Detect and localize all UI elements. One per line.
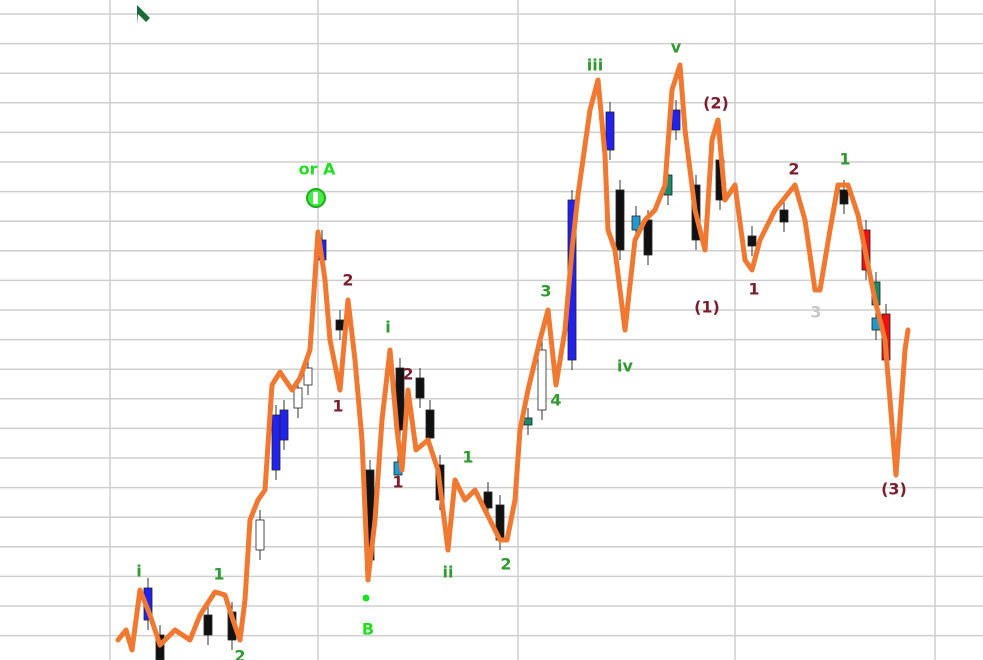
candle bbox=[605, 111, 615, 151]
candle bbox=[747, 235, 757, 247]
price-line bbox=[115, 62, 911, 653]
wave-label: 2 bbox=[342, 271, 353, 290]
candle bbox=[255, 519, 265, 551]
candle bbox=[425, 409, 435, 439]
wave-label: 2 bbox=[500, 555, 511, 574]
wave-label: iii bbox=[587, 56, 603, 75]
candle bbox=[279, 409, 289, 441]
wave-label: 1 bbox=[392, 473, 403, 492]
candle bbox=[615, 189, 625, 251]
wave-label: 3 bbox=[540, 282, 551, 301]
wave-label: i bbox=[136, 562, 141, 581]
candle bbox=[839, 189, 849, 205]
wave-label: B bbox=[362, 620, 374, 639]
candle bbox=[271, 414, 281, 471]
candle bbox=[303, 367, 313, 386]
wave-label: 2 bbox=[402, 365, 413, 384]
wave-label: ii bbox=[443, 563, 454, 582]
wave-label: (2) bbox=[703, 94, 729, 113]
wave-label: 2 bbox=[788, 160, 799, 179]
candle bbox=[523, 417, 533, 426]
cursor bbox=[137, 5, 150, 24]
candle bbox=[203, 614, 213, 636]
wave-label: 4 bbox=[550, 391, 561, 410]
candle bbox=[671, 109, 681, 131]
wave-label: 1 bbox=[839, 150, 850, 169]
wave-label: (1) bbox=[694, 298, 720, 317]
candle bbox=[643, 219, 653, 256]
wave-label: v bbox=[671, 38, 682, 57]
candle bbox=[155, 634, 165, 660]
wave-label: 2 bbox=[234, 647, 245, 660]
candle bbox=[779, 209, 789, 223]
wave-label: 1 bbox=[213, 565, 224, 584]
candle bbox=[631, 215, 641, 231]
wave-dot bbox=[362, 594, 370, 602]
candle bbox=[415, 377, 425, 399]
wave-label: 1 bbox=[332, 397, 343, 416]
wave-label: i bbox=[385, 318, 390, 337]
wave-label: 1 bbox=[748, 280, 759, 299]
wave-label: (3) bbox=[881, 480, 907, 499]
wave-marker bbox=[313, 192, 318, 204]
wave-label: iv bbox=[617, 357, 633, 376]
candle bbox=[335, 319, 345, 331]
wave-label: 1 bbox=[462, 448, 473, 467]
candle bbox=[483, 491, 493, 509]
candle bbox=[537, 349, 547, 411]
candle bbox=[293, 387, 303, 409]
wave-label: or A bbox=[299, 160, 336, 179]
wave-label: 3 bbox=[810, 303, 821, 322]
